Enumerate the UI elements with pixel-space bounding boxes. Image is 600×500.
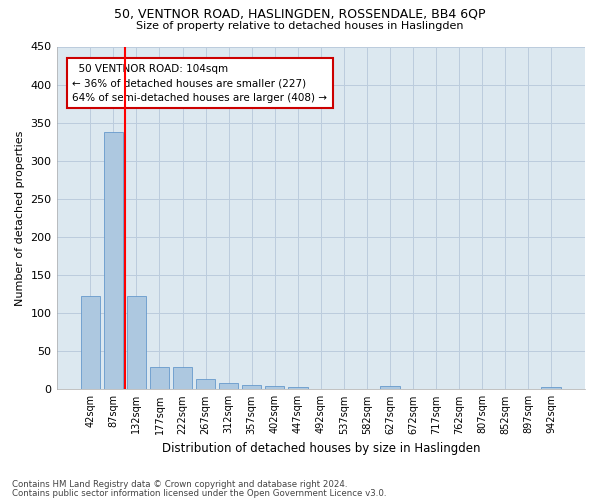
Bar <box>127 296 146 390</box>
Text: 50, VENTNOR ROAD, HASLINGDEN, ROSSENDALE, BB4 6QP: 50, VENTNOR ROAD, HASLINGDEN, ROSSENDALE… <box>114 8 486 20</box>
Text: Size of property relative to detached houses in Haslingden: Size of property relative to detached ho… <box>136 21 464 31</box>
Bar <box>380 386 400 390</box>
Text: 50 VENTNOR ROAD: 104sqm
← 36% of detached houses are smaller (227)
64% of semi-d: 50 VENTNOR ROAD: 104sqm ← 36% of detache… <box>73 64 328 103</box>
Bar <box>541 387 561 390</box>
Y-axis label: Number of detached properties: Number of detached properties <box>15 130 25 306</box>
Bar <box>288 387 308 390</box>
Text: Contains HM Land Registry data © Crown copyright and database right 2024.: Contains HM Land Registry data © Crown c… <box>12 480 347 489</box>
Bar <box>265 386 284 390</box>
X-axis label: Distribution of detached houses by size in Haslingden: Distribution of detached houses by size … <box>161 442 480 455</box>
Bar <box>104 132 123 390</box>
Bar <box>242 384 262 390</box>
Bar <box>219 383 238 390</box>
Bar <box>149 367 169 390</box>
Bar <box>196 378 215 390</box>
Bar <box>80 296 100 390</box>
Text: Contains public sector information licensed under the Open Government Licence v3: Contains public sector information licen… <box>12 489 386 498</box>
Bar <box>173 367 193 390</box>
